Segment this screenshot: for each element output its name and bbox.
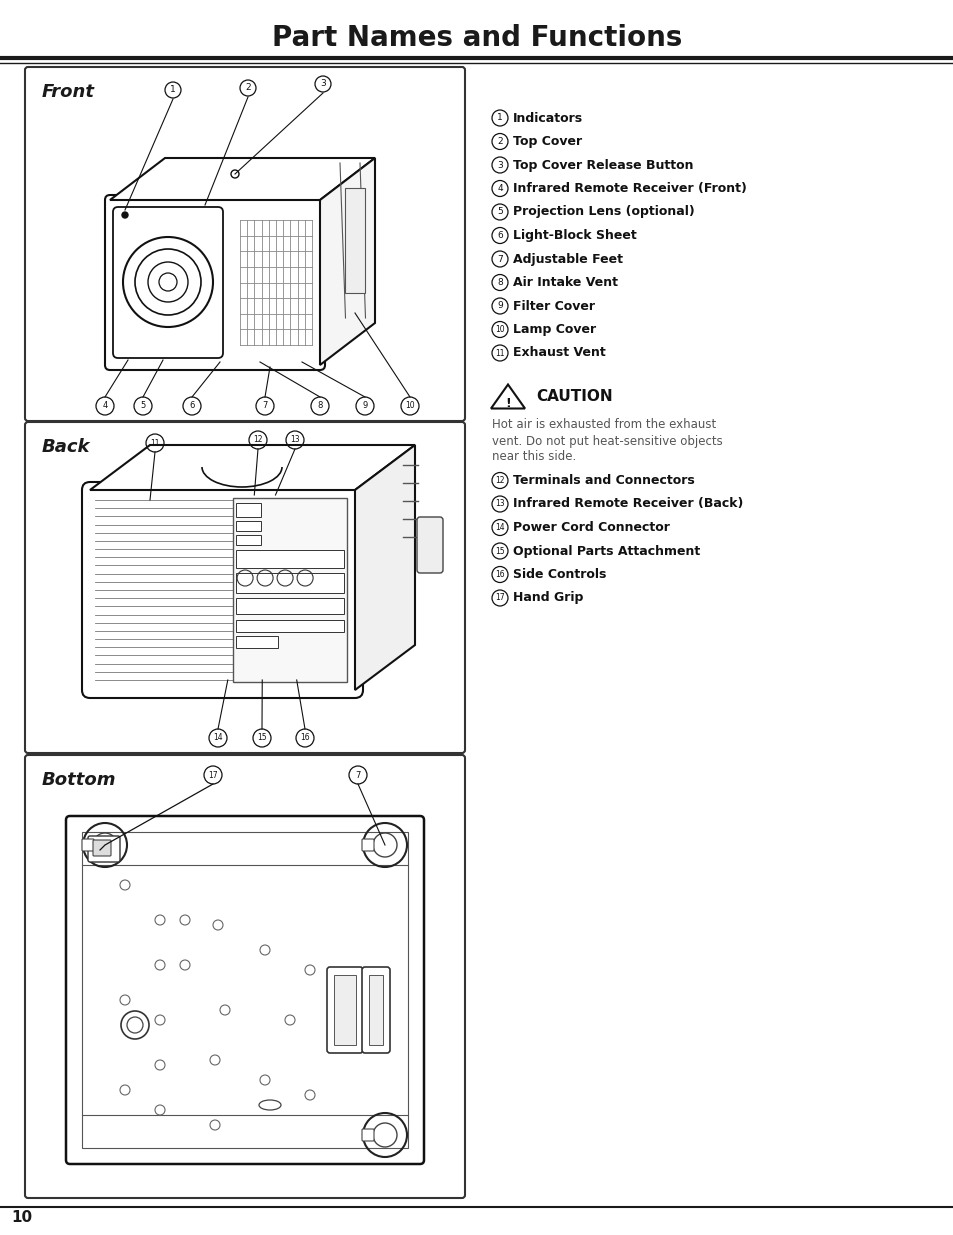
Text: 4: 4 bbox=[102, 401, 108, 410]
Polygon shape bbox=[110, 158, 375, 200]
Polygon shape bbox=[90, 445, 415, 490]
FancyBboxPatch shape bbox=[25, 755, 464, 1198]
Bar bbox=[235, 598, 344, 614]
Text: Filter Cover: Filter Cover bbox=[513, 300, 595, 312]
Text: 7: 7 bbox=[355, 771, 360, 779]
Bar bbox=[235, 573, 344, 593]
Text: Back: Back bbox=[42, 438, 91, 456]
Bar bbox=[345, 188, 365, 293]
Text: Lamp Cover: Lamp Cover bbox=[513, 324, 596, 336]
Text: Adjustable Feet: Adjustable Feet bbox=[513, 252, 622, 266]
Polygon shape bbox=[355, 445, 415, 690]
FancyBboxPatch shape bbox=[25, 422, 464, 753]
Text: Indicators: Indicators bbox=[513, 111, 582, 125]
Text: 12: 12 bbox=[253, 436, 262, 445]
Text: Exhaust Vent: Exhaust Vent bbox=[513, 347, 605, 359]
Text: Light-Block Sheet: Light-Block Sheet bbox=[513, 228, 636, 242]
FancyBboxPatch shape bbox=[361, 1129, 374, 1141]
Text: Projection Lens (optional): Projection Lens (optional) bbox=[513, 205, 694, 219]
FancyBboxPatch shape bbox=[361, 967, 390, 1053]
Text: 7: 7 bbox=[497, 254, 502, 263]
Text: Infrared Remote Receiver (Back): Infrared Remote Receiver (Back) bbox=[513, 498, 742, 510]
Text: 11: 11 bbox=[150, 438, 159, 447]
Text: Hand Grip: Hand Grip bbox=[513, 592, 583, 604]
FancyBboxPatch shape bbox=[66, 816, 423, 1165]
Text: 15: 15 bbox=[495, 547, 504, 556]
Text: Hot air is exhausted from the exhaust: Hot air is exhausted from the exhaust bbox=[492, 419, 716, 431]
FancyBboxPatch shape bbox=[25, 67, 464, 421]
Text: 1: 1 bbox=[170, 85, 175, 95]
Text: 16: 16 bbox=[300, 734, 310, 742]
Text: 4: 4 bbox=[497, 184, 502, 193]
Text: Infrared Remote Receiver (Front): Infrared Remote Receiver (Front) bbox=[513, 182, 746, 195]
Bar bbox=[233, 498, 347, 682]
Text: 7: 7 bbox=[262, 401, 268, 410]
Text: CAUTION: CAUTION bbox=[536, 389, 612, 404]
Bar bbox=[235, 521, 261, 531]
Text: Part Names and Functions: Part Names and Functions bbox=[272, 23, 681, 52]
Bar bbox=[369, 974, 382, 1045]
Text: 17: 17 bbox=[208, 771, 217, 779]
Text: Power Cord Connector: Power Cord Connector bbox=[513, 521, 669, 534]
Circle shape bbox=[122, 212, 128, 219]
Text: Terminals and Connectors: Terminals and Connectors bbox=[513, 474, 694, 487]
Text: 3: 3 bbox=[497, 161, 502, 169]
Text: 6: 6 bbox=[189, 401, 194, 410]
FancyBboxPatch shape bbox=[82, 482, 363, 698]
Text: 5: 5 bbox=[140, 401, 146, 410]
Bar bbox=[334, 974, 355, 1045]
Text: 10: 10 bbox=[495, 325, 504, 333]
FancyBboxPatch shape bbox=[112, 207, 223, 358]
Text: Side Controls: Side Controls bbox=[513, 568, 606, 580]
Polygon shape bbox=[319, 158, 375, 366]
Text: 14: 14 bbox=[213, 734, 223, 742]
Text: 2: 2 bbox=[497, 137, 502, 146]
Text: 17: 17 bbox=[495, 594, 504, 603]
Text: 10: 10 bbox=[11, 1210, 32, 1225]
FancyBboxPatch shape bbox=[361, 839, 374, 851]
Text: Bottom: Bottom bbox=[42, 771, 116, 789]
FancyBboxPatch shape bbox=[92, 840, 111, 856]
Text: Front: Front bbox=[42, 83, 95, 101]
Text: 8: 8 bbox=[497, 278, 502, 287]
Text: near this side.: near this side. bbox=[492, 451, 576, 463]
Text: Top Cover Release Button: Top Cover Release Button bbox=[513, 158, 693, 172]
Text: 16: 16 bbox=[495, 571, 504, 579]
Text: 9: 9 bbox=[497, 301, 502, 310]
Text: !: ! bbox=[504, 396, 511, 410]
Text: Optional Parts Attachment: Optional Parts Attachment bbox=[513, 545, 700, 557]
Text: 6: 6 bbox=[497, 231, 502, 240]
FancyBboxPatch shape bbox=[88, 836, 120, 862]
FancyBboxPatch shape bbox=[416, 517, 442, 573]
FancyBboxPatch shape bbox=[327, 967, 363, 1053]
Text: 3: 3 bbox=[320, 79, 326, 89]
Text: vent. Do not put heat-sensitive objects: vent. Do not put heat-sensitive objects bbox=[492, 435, 722, 447]
Bar bbox=[82, 832, 408, 1149]
Bar bbox=[235, 503, 261, 517]
Bar bbox=[235, 620, 344, 632]
Bar bbox=[235, 550, 344, 568]
Text: 1: 1 bbox=[497, 114, 502, 122]
Text: 9: 9 bbox=[362, 401, 367, 410]
Text: 13: 13 bbox=[495, 499, 504, 509]
Text: 13: 13 bbox=[290, 436, 299, 445]
Text: 2: 2 bbox=[245, 84, 251, 93]
Text: Air Intake Vent: Air Intake Vent bbox=[513, 275, 618, 289]
Text: 5: 5 bbox=[497, 207, 502, 216]
Text: 12: 12 bbox=[495, 475, 504, 485]
Text: 15: 15 bbox=[257, 734, 267, 742]
Text: Top Cover: Top Cover bbox=[513, 135, 581, 148]
Bar bbox=[235, 535, 261, 545]
FancyBboxPatch shape bbox=[82, 839, 94, 851]
Text: 8: 8 bbox=[317, 401, 322, 410]
FancyBboxPatch shape bbox=[105, 195, 325, 370]
Bar bbox=[235, 636, 278, 648]
Text: 11: 11 bbox=[495, 348, 504, 357]
Text: 14: 14 bbox=[495, 522, 504, 532]
Text: 10: 10 bbox=[405, 401, 415, 410]
